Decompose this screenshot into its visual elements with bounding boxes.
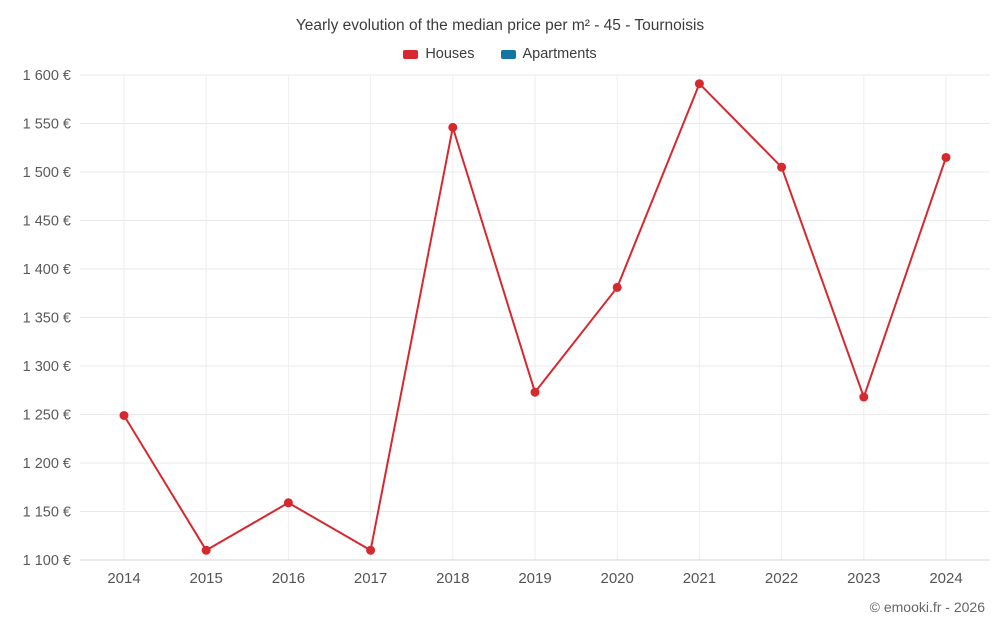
x-tick-label: 2022 bbox=[765, 570, 798, 587]
apartments-swatch-icon bbox=[500, 49, 516, 59]
gridlines: 1 100 € 1 150 € 1 200 € 1 250 € 1 300 € 1 350… bbox=[23, 68, 990, 587]
data-point[interactable] bbox=[283, 498, 293, 508]
x-tick-label: 2019 bbox=[518, 570, 551, 587]
data-point[interactable] bbox=[448, 122, 458, 132]
x-tick-label: 2021 bbox=[683, 570, 716, 587]
data-point[interactable] bbox=[694, 79, 704, 89]
legend-label-houses: Houses bbox=[425, 46, 475, 62]
x-tick-label: 2020 bbox=[601, 570, 634, 587]
y-tick-label: 1 300 € bbox=[23, 359, 71, 375]
y-tick-label: 1 600 € bbox=[23, 68, 71, 84]
data-point[interactable] bbox=[201, 545, 211, 555]
data-point[interactable] bbox=[941, 152, 951, 162]
y-tick-label: 1 150 € bbox=[23, 505, 71, 521]
y-tick-label: 1 400 € bbox=[23, 262, 71, 278]
y-tick-label: 1 350 € bbox=[23, 311, 71, 327]
data-point[interactable] bbox=[530, 387, 540, 397]
x-tick-label: 2014 bbox=[107, 570, 140, 587]
data-point[interactable] bbox=[612, 282, 622, 292]
y-tick-label: 1 550 € bbox=[23, 117, 71, 133]
data-point[interactable] bbox=[119, 410, 129, 420]
legend-label-apartments: Apartments bbox=[522, 46, 597, 62]
y-tick-label: 1 250 € bbox=[23, 408, 71, 424]
x-tick-label: 2017 bbox=[354, 570, 387, 587]
series-houses bbox=[119, 79, 951, 555]
legend-item-houses[interactable]: Houses bbox=[403, 46, 475, 62]
chart-legend: Houses Apartments bbox=[0, 46, 1000, 62]
legend-item-apartments[interactable]: Apartments bbox=[500, 46, 597, 62]
footer-credit: © emooki.fr - 2026 bbox=[869, 599, 985, 615]
chart-title: Yearly evolution of the median price per… bbox=[295, 17, 705, 34]
y-tick-label: 1 100 € bbox=[23, 553, 71, 569]
x-tick-label: 2016 bbox=[272, 570, 305, 587]
x-tick-label: 2024 bbox=[929, 570, 962, 587]
y-tick-label: 1 450 € bbox=[23, 214, 71, 230]
data-point[interactable] bbox=[859, 392, 869, 402]
y-tick-label: 1 500 € bbox=[23, 165, 71, 181]
data-point[interactable] bbox=[366, 545, 376, 555]
x-tick-label: 2015 bbox=[190, 570, 223, 587]
y-tick-label: 1 200 € bbox=[23, 456, 71, 472]
x-tick-label: 2023 bbox=[847, 570, 880, 587]
houses-swatch-icon bbox=[403, 49, 419, 59]
data-point[interactable] bbox=[777, 162, 787, 172]
x-tick-label: 2018 bbox=[436, 570, 469, 587]
